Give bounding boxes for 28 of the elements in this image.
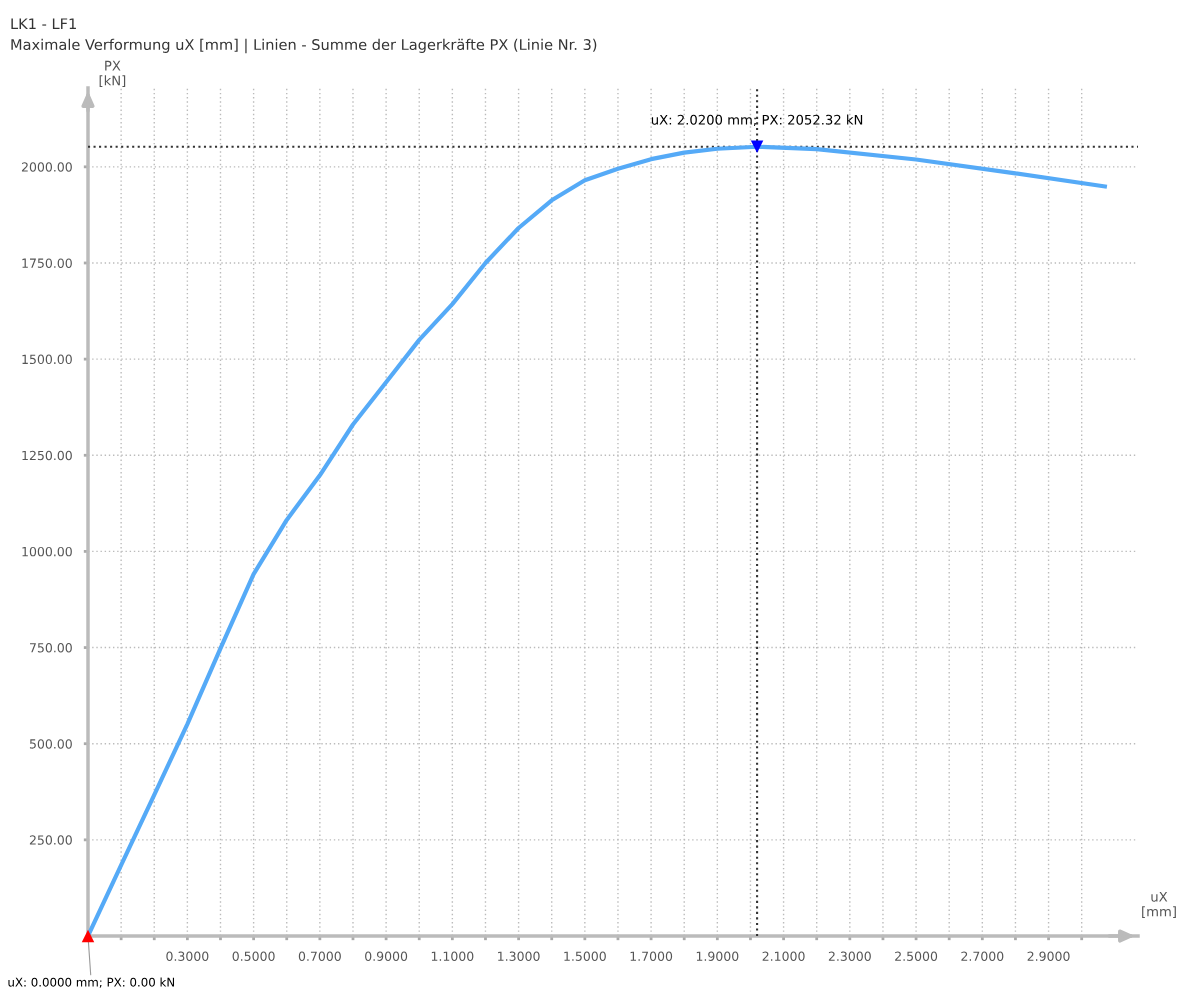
x-tick-label: 1.3000	[498, 951, 540, 961]
x-tick-label: 2.9000	[1027, 951, 1070, 961]
y-tick-label: 2000.00	[21, 162, 72, 172]
y-tick-label: 1750.00	[22, 258, 72, 268]
x-tick-label: 0.9000	[365, 951, 408, 961]
y-axis-title: PX [kN]	[99, 60, 126, 87]
x-tick-label: 1.7000	[630, 951, 673, 961]
x-tick-label: 2.3000	[828, 951, 871, 961]
x-tick-label: 0.7000	[298, 951, 341, 961]
y-tick-label: 1500.00	[22, 354, 72, 365]
x-tick-label: 0.3000	[166, 951, 209, 961]
x-tick-label: 1.9000	[696, 951, 739, 961]
x-tick-label: 1.5000	[564, 951, 606, 961]
x-tick-label: 0.5000	[232, 951, 275, 961]
x-axis-title: uX [mm]	[1142, 891, 1176, 919]
y-tick-label: 750.00	[30, 643, 72, 653]
x-tick-label: 2.7000	[961, 951, 1004, 961]
y-tick-label: 1250.00	[22, 450, 72, 461]
chart-subtitle: Maximale Verformung uX [mm] | Linien - Summe der Lagerkräfte PX (Linie Nr. 3)	[11, 38, 597, 54]
annotation: uX: 0.0000 mm; PX: 0.00 kN	[8, 977, 175, 988]
x-tick-label: 2.1000	[762, 951, 805, 961]
annotation: uX: 2.0200 mm; PX: 2052.32 kN	[651, 114, 863, 127]
chart-title: LK1 - LF1	[11, 18, 76, 30]
x-tick-label: 2.5000	[895, 951, 938, 961]
x-tick-label: 1.1000	[431, 951, 474, 961]
y-tick-label: 500.00	[29, 739, 72, 749]
y-tick-label: 250.00	[29, 835, 72, 845]
y-tick-label: 1000.00	[22, 546, 72, 557]
